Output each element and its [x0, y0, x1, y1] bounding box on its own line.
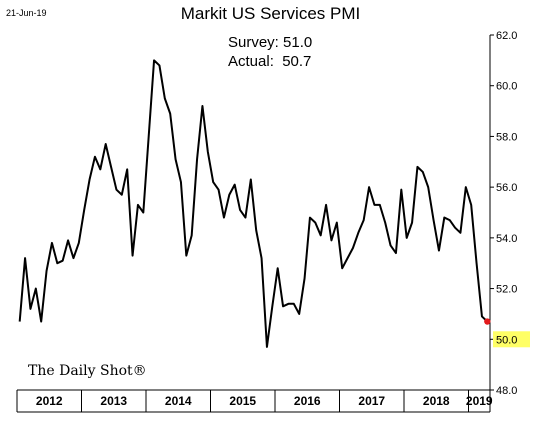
- year-label: 2019: [466, 394, 493, 408]
- x-axis: 2012 2013 2014 2015 2016 2017 2018 2019: [16, 389, 493, 413]
- latest-point-marker: [484, 318, 491, 325]
- pmi-series-line: [18, 59, 488, 348]
- chart-title: Markit US Services PMI: [180, 4, 361, 23]
- brand-logo: The Daily Shot®: [28, 363, 147, 379]
- year-label: 2014: [165, 394, 192, 408]
- year-label: 2017: [358, 394, 385, 408]
- highlight-box: [493, 331, 530, 348]
- survey-annotation: Survey: 51.0: [228, 34, 313, 51]
- y-tick-label: 58.0: [496, 131, 517, 143]
- y-tick-label: 62.0: [496, 30, 517, 42]
- year-label: 2012: [36, 394, 63, 408]
- y-tick-label: 54.0: [496, 233, 517, 245]
- year-label: 2016: [294, 394, 321, 408]
- plot-area: [18, 59, 491, 348]
- y-tick-label: 50.0: [496, 334, 517, 346]
- date-stamp: 21-Jun-19: [6, 8, 47, 18]
- year-label: 2015: [229, 394, 256, 408]
- actual-annotation: Actual: 50.7: [228, 53, 312, 70]
- y-tick-label: 56.0: [496, 182, 517, 194]
- y-axis: 48.0 50.0 52.0 54.0 56.0 58.0 60.0 62.0: [489, 30, 530, 397]
- y-tick-label: 60.0: [496, 81, 517, 93]
- year-label: 2018: [423, 394, 450, 408]
- y-tick-label: 48.0: [496, 385, 517, 397]
- y-tick-label: 52.0: [496, 284, 517, 296]
- year-label: 2013: [100, 394, 127, 408]
